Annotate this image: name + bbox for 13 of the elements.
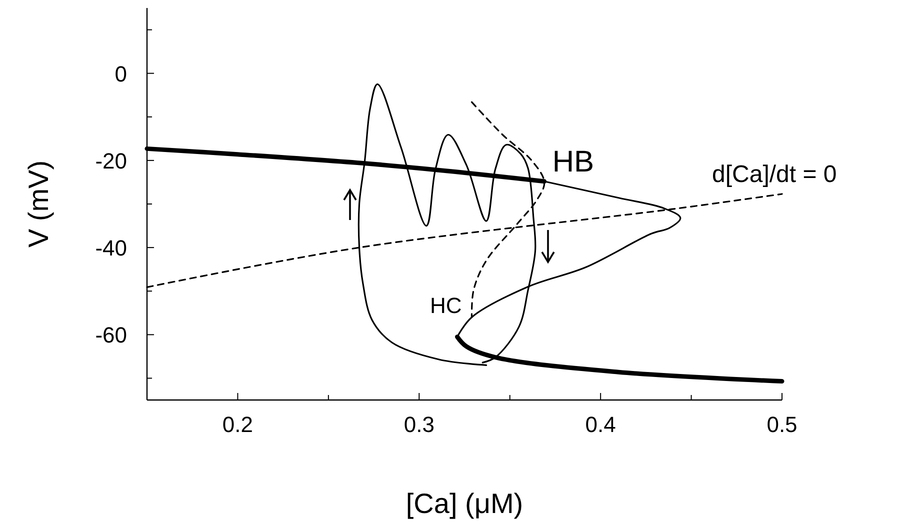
y-tick-label: -20 (95, 148, 127, 174)
x-tick-label: 0.5 (766, 412, 798, 437)
y-tick-label: -40 (95, 236, 127, 261)
y-tick-label: 0 (114, 61, 127, 86)
annotation: HB (552, 145, 594, 178)
x-tick-label: 0.2 (222, 412, 254, 437)
x-tick-label: 0.3 (404, 412, 434, 437)
x-tick-label: 0.4 (585, 412, 616, 437)
y-axis-title: V (mV) (23, 160, 54, 248)
y-tick-label: -60 (95, 322, 127, 348)
series-label: d[Ca]/dt = 0 (712, 160, 837, 188)
annotation: HC (430, 293, 462, 318)
x-axis-title: [Ca] (μM) (406, 488, 524, 519)
